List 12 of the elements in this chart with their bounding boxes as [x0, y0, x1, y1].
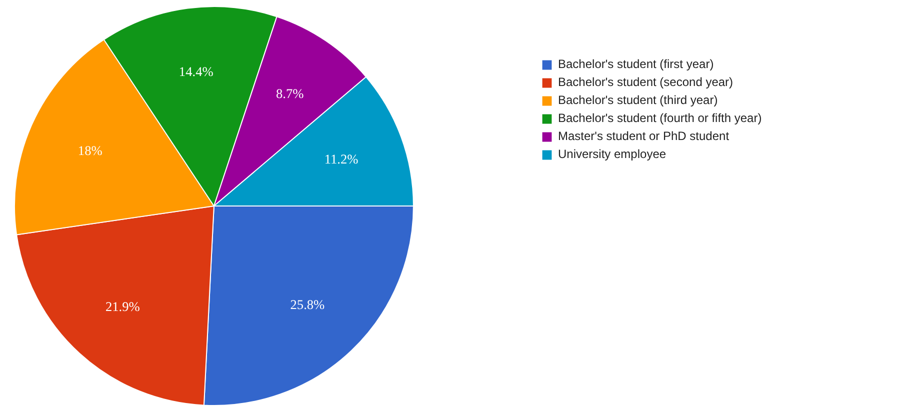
data-label: 14.4%	[178, 64, 214, 80]
legend-label: University employee	[558, 147, 666, 161]
data-label: 11.2%	[324, 152, 358, 167]
data-label: 21.9%	[105, 298, 140, 314]
data-label: 18%	[78, 143, 102, 158]
legend-label: Bachelor's student (first year)	[558, 57, 714, 71]
legend-label: Bachelor's student (fourth or fifth year)	[558, 111, 762, 125]
legend-label: Master's student or PhD student	[558, 129, 730, 143]
legend-label: Bachelor's student (third year)	[558, 93, 718, 107]
data-label: 25.8%	[290, 296, 325, 312]
legend-label: Bachelor's student (second year)	[558, 75, 734, 89]
data-label: 8.7%	[276, 86, 304, 102]
